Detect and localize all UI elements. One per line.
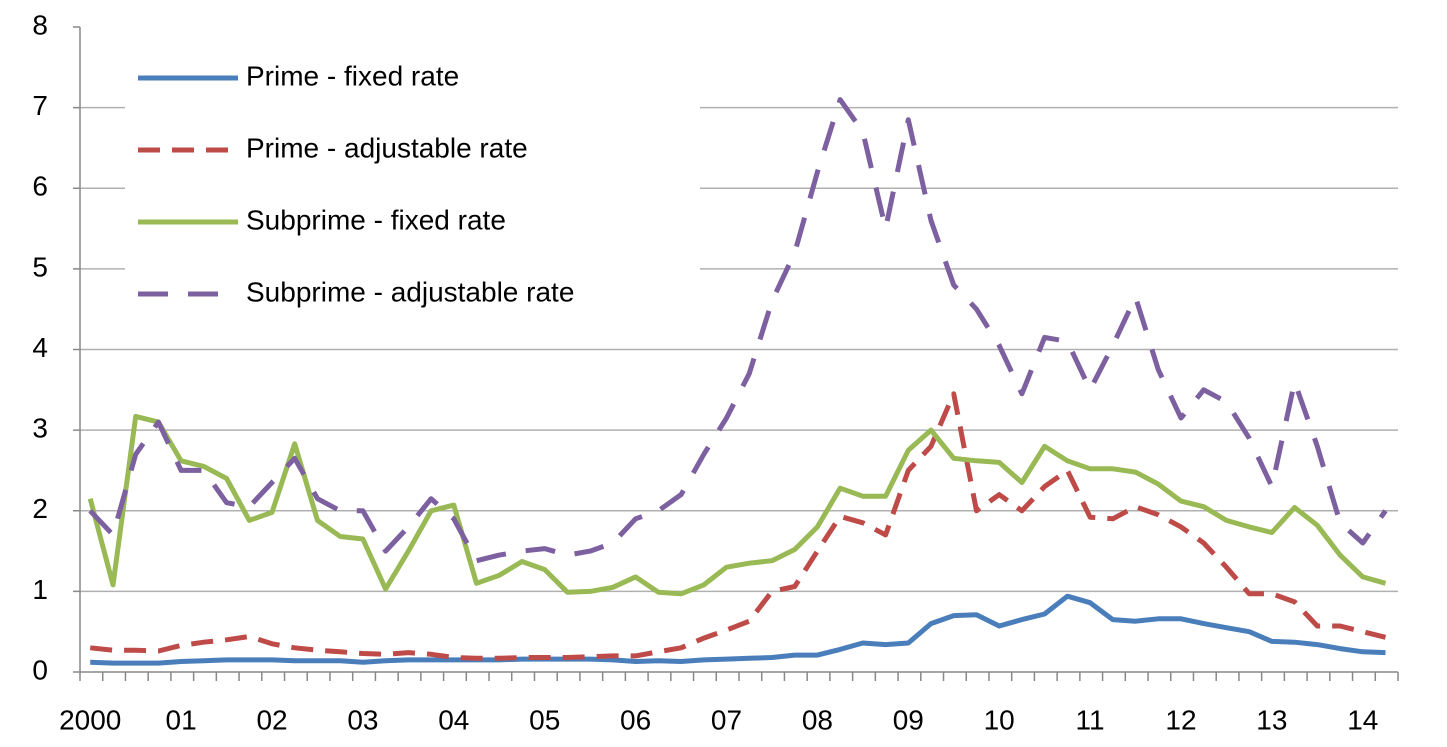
- x-tick-label: 11: [1076, 704, 1105, 735]
- y-tick-label: 6: [32, 171, 48, 202]
- x-tick-label: 13: [1256, 704, 1287, 735]
- x-tick-label: 01: [166, 704, 197, 735]
- x-tick-label: 06: [620, 704, 651, 735]
- x-tick-label: 12: [1165, 704, 1196, 735]
- series-line: [87, 413, 1387, 597]
- x-tick-label: 04: [438, 704, 469, 735]
- series-line: [89, 391, 1387, 661]
- y-tick-label: 5: [32, 251, 48, 282]
- y-tick-label: 8: [32, 9, 48, 40]
- x-tick-label: 10: [984, 704, 1015, 735]
- y-tick-label: 4: [32, 332, 48, 363]
- x-tick-label: 02: [256, 704, 287, 735]
- legend-box: [125, 45, 700, 335]
- y-tick-label: 2: [32, 493, 48, 524]
- x-tick-label: 07: [711, 704, 742, 735]
- x-tick-label: 09: [893, 704, 924, 735]
- y-tick-label: 3: [32, 413, 48, 444]
- legend-label: Prime - fixed rate: [246, 60, 459, 91]
- y-tick-label: 7: [32, 90, 48, 121]
- legend-label: Subprime - adjustable rate: [246, 276, 574, 307]
- series-line: [90, 593, 1386, 666]
- y-tick-label: 0: [32, 654, 48, 685]
- x-tick-label: 05: [529, 704, 560, 735]
- y-tick-label: 1: [32, 574, 48, 605]
- x-tick-label: 08: [802, 704, 833, 735]
- x-tick-label: 2000: [59, 704, 121, 735]
- x-tick-label: 03: [347, 704, 378, 735]
- legend-label: Prime - adjustable rate: [246, 132, 528, 163]
- legend-label: Subprime - fixed rate: [246, 204, 506, 235]
- x-tick-label: 14: [1347, 704, 1378, 735]
